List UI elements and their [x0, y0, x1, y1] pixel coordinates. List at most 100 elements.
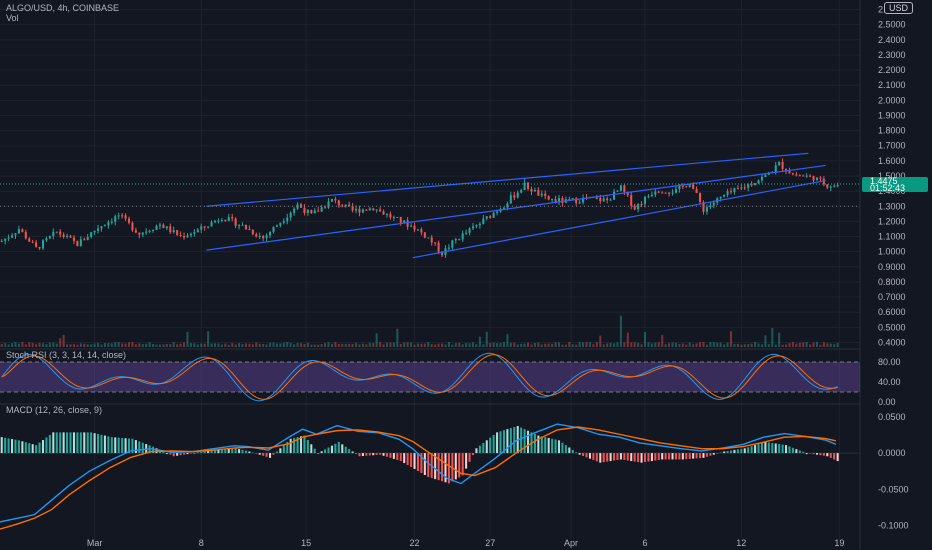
candle [165, 226, 168, 229]
volume-bar [678, 343, 681, 347]
candle [368, 208, 371, 211]
macd-histogram-bar [275, 451, 278, 454]
stoch-d-line [1, 354, 838, 400]
macd-histogram-bar [17, 440, 20, 454]
candle [138, 232, 141, 235]
macd-histogram-bar [231, 448, 234, 454]
macd-tick-label: -0.0500 [878, 484, 909, 494]
macd-histogram-bar [410, 453, 413, 468]
candle [28, 238, 31, 242]
macd-histogram-bar [299, 436, 303, 454]
volume-bar [702, 341, 705, 347]
volume-bar [444, 344, 447, 347]
macd-histogram-bar [434, 453, 437, 480]
candle [396, 216, 399, 218]
volume-bar [489, 342, 492, 347]
volume-bar [62, 334, 65, 347]
volume-bar [203, 343, 206, 347]
candle [654, 191, 657, 195]
macd-histogram-bar [733, 449, 736, 454]
volume-bar [654, 342, 657, 347]
y-tick-label: 2.4000 [878, 35, 906, 45]
macd-histogram-bar [499, 431, 502, 454]
candle [203, 226, 206, 228]
stoch-k-line [1, 352, 838, 402]
macd-histogram-bar [310, 444, 313, 454]
volume-label: Vol [6, 13, 19, 23]
y-tick-label: 1.9000 [878, 110, 906, 120]
macd-histogram-bar [11, 439, 14, 454]
stoch-rsi-label[interactable]: Stoch RSI (3, 3, 14, 14, close) [6, 350, 127, 360]
volume-bar [213, 343, 217, 347]
candle [540, 193, 543, 196]
candle [193, 232, 196, 234]
candle [234, 218, 237, 226]
candle [200, 226, 203, 230]
y-tick-label: 1.7000 [878, 141, 906, 151]
volume-bar [750, 343, 753, 347]
candle [52, 231, 55, 237]
volume-bar [723, 344, 726, 347]
volume-bar [650, 343, 653, 347]
macd-histogram-bar [829, 453, 832, 458]
candle [757, 180, 760, 184]
volume-bar [695, 343, 698, 347]
candle [334, 198, 337, 201]
candle [630, 195, 633, 206]
candle [492, 212, 495, 218]
candle [760, 176, 763, 181]
candle [251, 229, 254, 235]
candle [348, 204, 351, 207]
macd-histogram-bar [833, 453, 836, 460]
macd-histogram-bar [458, 453, 461, 478]
macd-histogram-bar [454, 453, 457, 480]
candle [0, 241, 3, 243]
volume-bar [826, 343, 829, 347]
volume-bar [45, 343, 48, 347]
volume-bar [186, 331, 189, 347]
candle [127, 218, 131, 223]
macd-histogram-bar [441, 453, 444, 482]
candle [475, 225, 478, 227]
volume-bar [447, 341, 450, 347]
macd-histogram-bar [754, 445, 757, 454]
macd-label[interactable]: MACD (12, 26, close, 9) [6, 405, 103, 415]
currency-button[interactable]: USD [884, 2, 914, 14]
volume-bar [564, 344, 567, 347]
candle [582, 197, 585, 203]
volume-bar [90, 344, 93, 347]
volume-bar [217, 343, 220, 347]
volume-bar [114, 342, 117, 347]
macd-histogram-bar [668, 453, 671, 460]
candle [107, 222, 110, 226]
macd-histogram-bar [365, 453, 368, 456]
candle [496, 211, 499, 213]
candle [310, 209, 313, 214]
x-tick-label: 12 [736, 538, 746, 548]
candle [602, 198, 605, 202]
candle [392, 217, 395, 219]
volume-bar [585, 342, 588, 347]
candle [791, 173, 794, 175]
macd-histogram-bar [210, 450, 213, 454]
candle [66, 235, 69, 237]
volume-bar [688, 342, 691, 347]
volume-bar [141, 344, 144, 347]
macd-histogram-bar [743, 448, 746, 454]
volume-bar [17, 343, 20, 347]
macd-histogram-bar [93, 433, 96, 454]
macd-histogram-bar [21, 441, 24, 454]
macd-histogram-bar [544, 437, 547, 454]
volume-bar [66, 344, 69, 347]
macd-histogram-bar [609, 453, 612, 462]
macd-histogram-bar [396, 453, 399, 460]
candle [733, 188, 736, 193]
candle [533, 189, 536, 192]
volume-bar [575, 344, 578, 347]
macd-histogram-bar [145, 444, 148, 454]
volume-bar [392, 342, 395, 347]
macd-histogram-bar [506, 429, 509, 454]
candle [695, 188, 698, 194]
macd-histogram-bar [272, 453, 275, 455]
